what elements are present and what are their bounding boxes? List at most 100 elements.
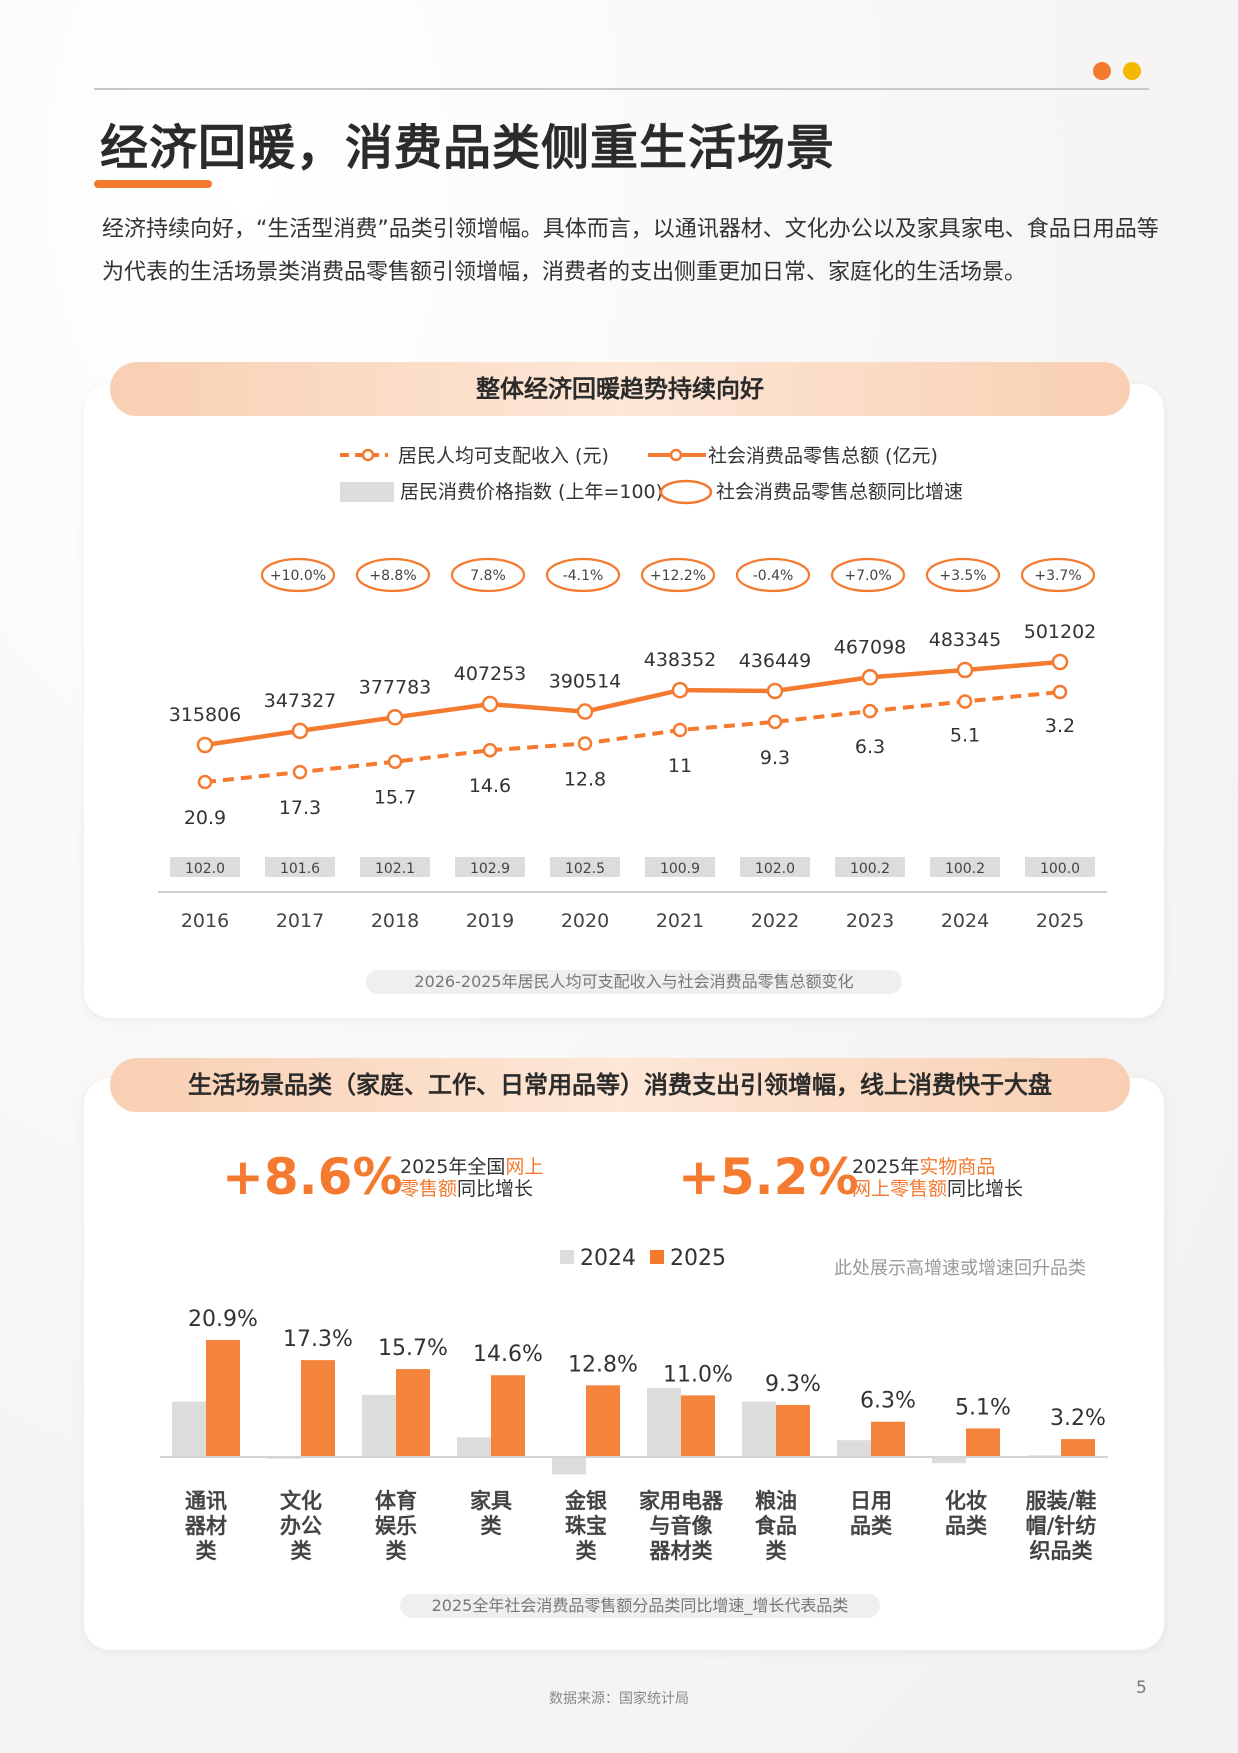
page-title: 经济回暖，消费品类侧重生活场景 <box>100 120 836 176</box>
cpi-label: 100.0 <box>1040 861 1080 877</box>
growth-oval <box>735 557 811 593</box>
income-point <box>957 694 973 709</box>
category-label: 金银珠宝类 <box>564 1489 608 1563</box>
retail-point <box>576 703 594 720</box>
cpi-label: 100.9 <box>660 861 700 877</box>
bar-2024 <box>742 1401 776 1457</box>
bar-value-label: 20.9% <box>188 1307 258 1332</box>
category-card-heading: 生活场景品类（家庭、工作、日常用品等）消费支出引领增幅，线上消费快于大盘 <box>110 1058 1130 1112</box>
bar-2024 <box>362 1394 396 1457</box>
retail-point <box>1051 653 1069 671</box>
cpi-bar <box>835 857 905 877</box>
retail-point <box>671 681 689 699</box>
cpi-bar <box>455 857 525 877</box>
cpi-bar <box>1025 857 1095 877</box>
top-divider <box>94 88 1149 90</box>
income-point <box>1052 684 1068 700</box>
growth-label: +3.7% <box>1034 568 1081 584</box>
income-point <box>197 774 213 790</box>
legend-2025-swatch <box>650 1250 664 1264</box>
legend-retail-marker <box>669 448 683 462</box>
cpi-label: 100.2 <box>945 861 985 877</box>
trend-caption: 2026-2025年居民人均可支配收入与社会消费品零售总额变化 <box>366 970 902 994</box>
legend-retail-label: 社会消费品零售总额 (亿元) <box>708 445 938 467</box>
bar-2025 <box>396 1369 430 1457</box>
growth-label: +8.8% <box>369 568 416 584</box>
orange-dot-icon <box>1093 62 1111 80</box>
legend-2024-swatch <box>560 1250 574 1264</box>
legend-growth-label: 社会消费品零售总额同比增速 <box>716 481 963 503</box>
stat2-line2-post: 同比增长 <box>947 1178 1024 1200</box>
trend-card-heading: 整体经济回暖趋势持续向好 <box>110 362 1130 416</box>
bar-value-label: 15.7% <box>378 1336 448 1361</box>
category-bars: 20.9% 17.3% 15.7% 14.6% 12.8% 11.0% 9.3% 6.3% 5.… <box>172 1307 1106 1475</box>
bar-value-label: 12.8% <box>568 1352 638 1377</box>
trend-x-tick: 2016 <box>181 910 229 932</box>
bar-2025 <box>586 1385 620 1457</box>
legend-income-label: 居民人均可支配收入 (元) <box>398 445 609 467</box>
retail-series-line <box>204 659 1061 748</box>
intro-paragraph: 经济持续向好，“生活型消费”品类引领增幅。具体而言，以通讯器材、文化办公以及家具… <box>102 217 1159 285</box>
legend-2024-label: 2024 <box>580 1246 636 1271</box>
stat2-line2-hl: 网上零售额 <box>852 1178 948 1200</box>
category-card <box>84 1078 1164 1650</box>
cpi-label: 102.5 <box>565 861 605 877</box>
category-label: 服装/鞋帽/针纺织品类 <box>1026 1489 1097 1563</box>
growth-ovals: +10.0% +8.8% 7.8% -4.1% +12.2% -0.4% +7.0% +3.5… <box>260 557 1096 593</box>
income-value-label: 6.3 <box>855 736 885 758</box>
income-value-label: 15.7 <box>374 787 416 809</box>
growth-oval <box>830 557 906 593</box>
page-number: 5 <box>1136 1678 1147 1698</box>
growth-label: +7.0% <box>844 568 891 584</box>
cpi-label: 100.2 <box>850 861 890 877</box>
growth-oval <box>640 557 716 593</box>
category-caption: 2025全年社会消费品零售额分品类同比增速_增长代表品类 <box>400 1594 880 1618</box>
retail-value-label: 407253 <box>454 663 527 685</box>
growth-label: +3.5% <box>939 568 986 584</box>
bar-2025 <box>966 1428 1000 1457</box>
retail-point <box>291 722 309 740</box>
category-chart: 20.9% 17.3% 15.7% 14.6% 12.8% 11.0% 9.3% 6.3% 5.… <box>160 1307 1108 1563</box>
cpi-label: 101.6 <box>280 861 320 877</box>
cpi-label: 102.9 <box>470 861 510 877</box>
online-retail-stat: +8.6% <box>222 1148 403 1206</box>
retail-value-label: 467098 <box>834 636 907 658</box>
retail-value-label: 377783 <box>359 676 432 698</box>
category-legend: 2024 2025 <box>560 1246 726 1271</box>
trend-x-tick: 2017 <box>276 910 324 932</box>
trend-x-tick: 2022 <box>751 910 799 932</box>
bar-2024 <box>647 1388 681 1457</box>
cpi-bar <box>645 857 715 877</box>
category-label: 日用品类 <box>850 1489 893 1538</box>
growth-label: -4.1% <box>563 568 604 584</box>
stat1-line1-pre: 2025年全国 <box>400 1156 506 1178</box>
bar-value-label: 11.0% <box>663 1362 733 1387</box>
income-value-label: 3.2 <box>1045 715 1075 737</box>
cpi-label: 102.0 <box>185 861 225 877</box>
income-point <box>482 742 498 758</box>
cpi-label: 102.0 <box>755 861 795 877</box>
bar-2024 <box>932 1457 966 1464</box>
growth-label: +12.2% <box>650 568 706 584</box>
online-retail-desc: 2025年全国网上 零售额同比增长 <box>400 1156 543 1200</box>
retail-value-label: 315806 <box>169 704 242 726</box>
category-label: 体育娱乐类 <box>375 1489 417 1563</box>
category-label: 家具类 <box>470 1489 512 1538</box>
income-point <box>672 722 688 738</box>
physical-goods-desc: 2025年实物商品 网上零售额同比增长 <box>852 1156 1023 1200</box>
growth-label: -0.4% <box>753 568 794 584</box>
bar-2025 <box>491 1375 525 1457</box>
growth-oval <box>355 557 431 593</box>
title-underline <box>94 180 212 188</box>
income-value-label: 20.9 <box>184 807 226 829</box>
trend-x-ticks: 2016 2017 2018 2019 2020 2021 2022 2023 2024 2025 <box>181 910 1084 932</box>
physical-goods-stat: +5.2% <box>678 1148 859 1206</box>
income-value-label: 9.3 <box>760 747 790 769</box>
bar-2025 <box>776 1404 810 1457</box>
stat1-line2-hl: 零售额 <box>400 1178 458 1200</box>
income-value-label: 5.1 <box>950 724 980 746</box>
bar-2025 <box>301 1360 335 1457</box>
cpi-label: 102.1 <box>375 861 415 877</box>
cpi-bar <box>550 857 620 877</box>
legend-2025-label: 2025 <box>670 1246 726 1271</box>
